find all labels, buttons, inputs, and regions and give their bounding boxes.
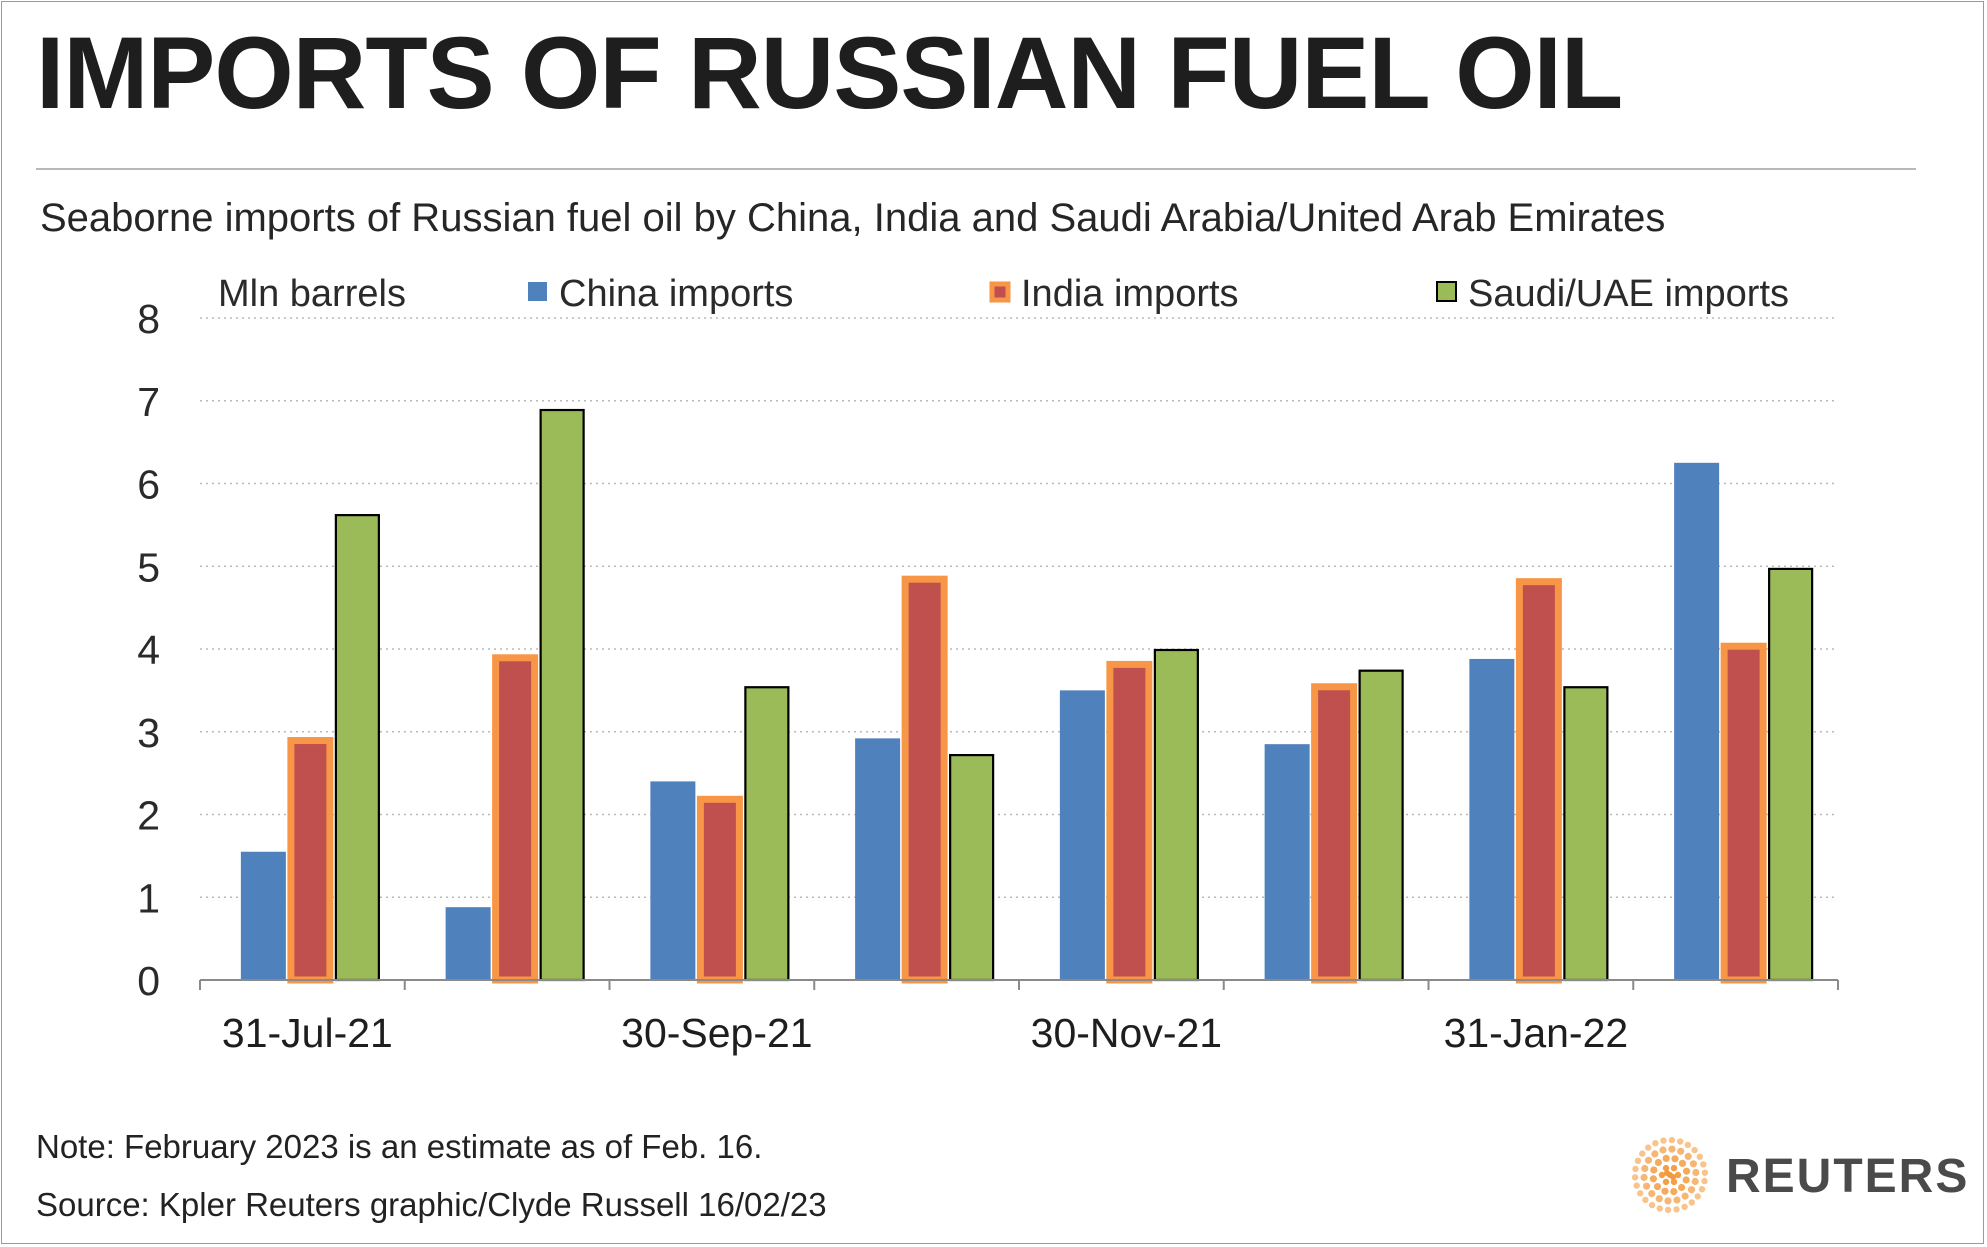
china-bar <box>240 851 286 980</box>
saudi-uae-bar <box>1358 669 1404 982</box>
india-bar <box>901 575 948 984</box>
legend-label: Saudi/UAE imports <box>1468 273 1789 315</box>
saudi-uae-bar <box>334 514 380 982</box>
saudi-uae-bar <box>1153 648 1199 982</box>
y-tick-label: 2 <box>137 793 160 839</box>
china-bar <box>1469 658 1515 980</box>
reuters-logo: REUTERS <box>1628 1135 1967 1215</box>
india-bar <box>1106 660 1153 984</box>
y-axis-unit-label: Mln barrels <box>218 273 406 315</box>
y-tick-label: 0 <box>137 958 160 1004</box>
saudi-uae-bar <box>1563 686 1609 982</box>
x-tick-label: 31-Jul-21 <box>222 1010 393 1056</box>
china-bar <box>855 738 901 980</box>
india-bar <box>696 795 743 984</box>
legend-swatch-saudi-uae <box>1436 281 1457 302</box>
reuters-dot-sphere-icon <box>1631 1136 1709 1214</box>
source-text: Source: Kpler Reuters graphic/Clyde Russ… <box>36 1186 827 1223</box>
china-bar <box>445 907 491 980</box>
india-bar <box>492 654 539 984</box>
y-tick-label: 6 <box>137 462 160 508</box>
x-tick-label: 30-Sep-21 <box>621 1010 812 1056</box>
note-text: Note: February 2023 is an estimate as of… <box>36 1128 763 1165</box>
y-tick-label: 1 <box>137 875 160 921</box>
y-tick-label: 5 <box>137 544 160 590</box>
x-tick-label: 31-Jan-22 <box>1444 1010 1629 1056</box>
saudi-uae-bar <box>744 686 790 982</box>
china-bar <box>1264 744 1310 980</box>
china-bar <box>1674 462 1720 980</box>
china-bar <box>650 781 696 980</box>
legend-label: India imports <box>1021 273 1239 315</box>
india-bar <box>287 737 334 984</box>
india-bar <box>1311 683 1358 984</box>
title-divider <box>36 168 1916 170</box>
legend-swatch-india <box>989 281 1011 303</box>
chart-subtitle: Seaborne imports of Russian fuel oil by … <box>40 196 1666 240</box>
legend-label: China imports <box>559 273 793 315</box>
y-tick-label: 7 <box>137 379 160 425</box>
india-bar <box>1720 642 1767 984</box>
india-bar <box>1515 578 1562 984</box>
y-tick-label: 3 <box>137 710 160 756</box>
legend-swatch-china <box>528 282 547 301</box>
reuters-wordmark: REUTERS <box>1726 1150 1970 1203</box>
chart-title: IMPORTS OF RUSSIAN FUEL OIL <box>36 16 1623 130</box>
saudi-uae-bar <box>949 753 995 982</box>
y-tick-label: 8 <box>137 296 160 342</box>
y-tick-label: 4 <box>137 627 160 673</box>
x-tick-label: 30-Nov-21 <box>1031 1010 1222 1056</box>
saudi-uae-bar <box>1768 567 1814 982</box>
saudi-uae-bar <box>539 408 585 982</box>
china-bar <box>1059 690 1105 980</box>
